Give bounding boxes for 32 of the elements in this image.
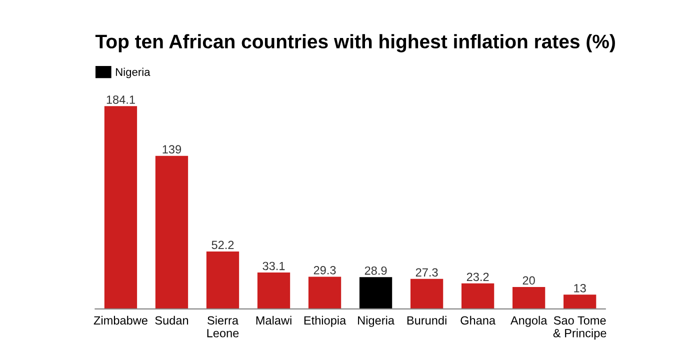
chart-title: Top ten African countries with highest inflation rates (%) — [95, 34, 615, 52]
bar — [155, 156, 188, 309]
bar — [359, 277, 392, 309]
x-tick-label: Sao Tome & Principe — [553, 316, 606, 340]
x-tick-label: Zimbabwe — [94, 316, 148, 325]
data-label: 184.1 — [106, 95, 135, 104]
data-label: 23.2 — [466, 272, 489, 282]
data-label: 52.2 — [212, 240, 234, 250]
bar — [410, 278, 444, 309]
x-tick-label: Ghana — [460, 316, 496, 325]
data-label: 13 — [574, 284, 586, 292]
data-label: 27.3 — [416, 268, 438, 277]
data-label: 139 — [162, 145, 182, 154]
x-tick-label: Sudan — [155, 316, 188, 325]
bar — [257, 272, 290, 309]
bar — [512, 286, 546, 309]
data-label: 29.3 — [314, 266, 336, 274]
x-tick-label: Ethiopia — [304, 316, 346, 327]
bar — [308, 276, 342, 309]
bar — [104, 106, 138, 309]
x-tick-label: Burundi — [407, 316, 446, 325]
x-tick-label: Nigeria — [358, 316, 394, 327]
bar — [564, 294, 596, 309]
bar — [461, 283, 494, 309]
x-tick-label: Malawi — [256, 316, 292, 325]
data-label: 20 — [522, 276, 535, 285]
data-label: 28.9 — [364, 266, 387, 275]
data-label: 33.1 — [262, 262, 285, 270]
legend-label: Nigeria — [116, 68, 150, 78]
x-tick-label: Sierra Leone — [207, 316, 239, 338]
x-tick-label: Angola — [510, 316, 548, 327]
bar — [206, 251, 240, 309]
